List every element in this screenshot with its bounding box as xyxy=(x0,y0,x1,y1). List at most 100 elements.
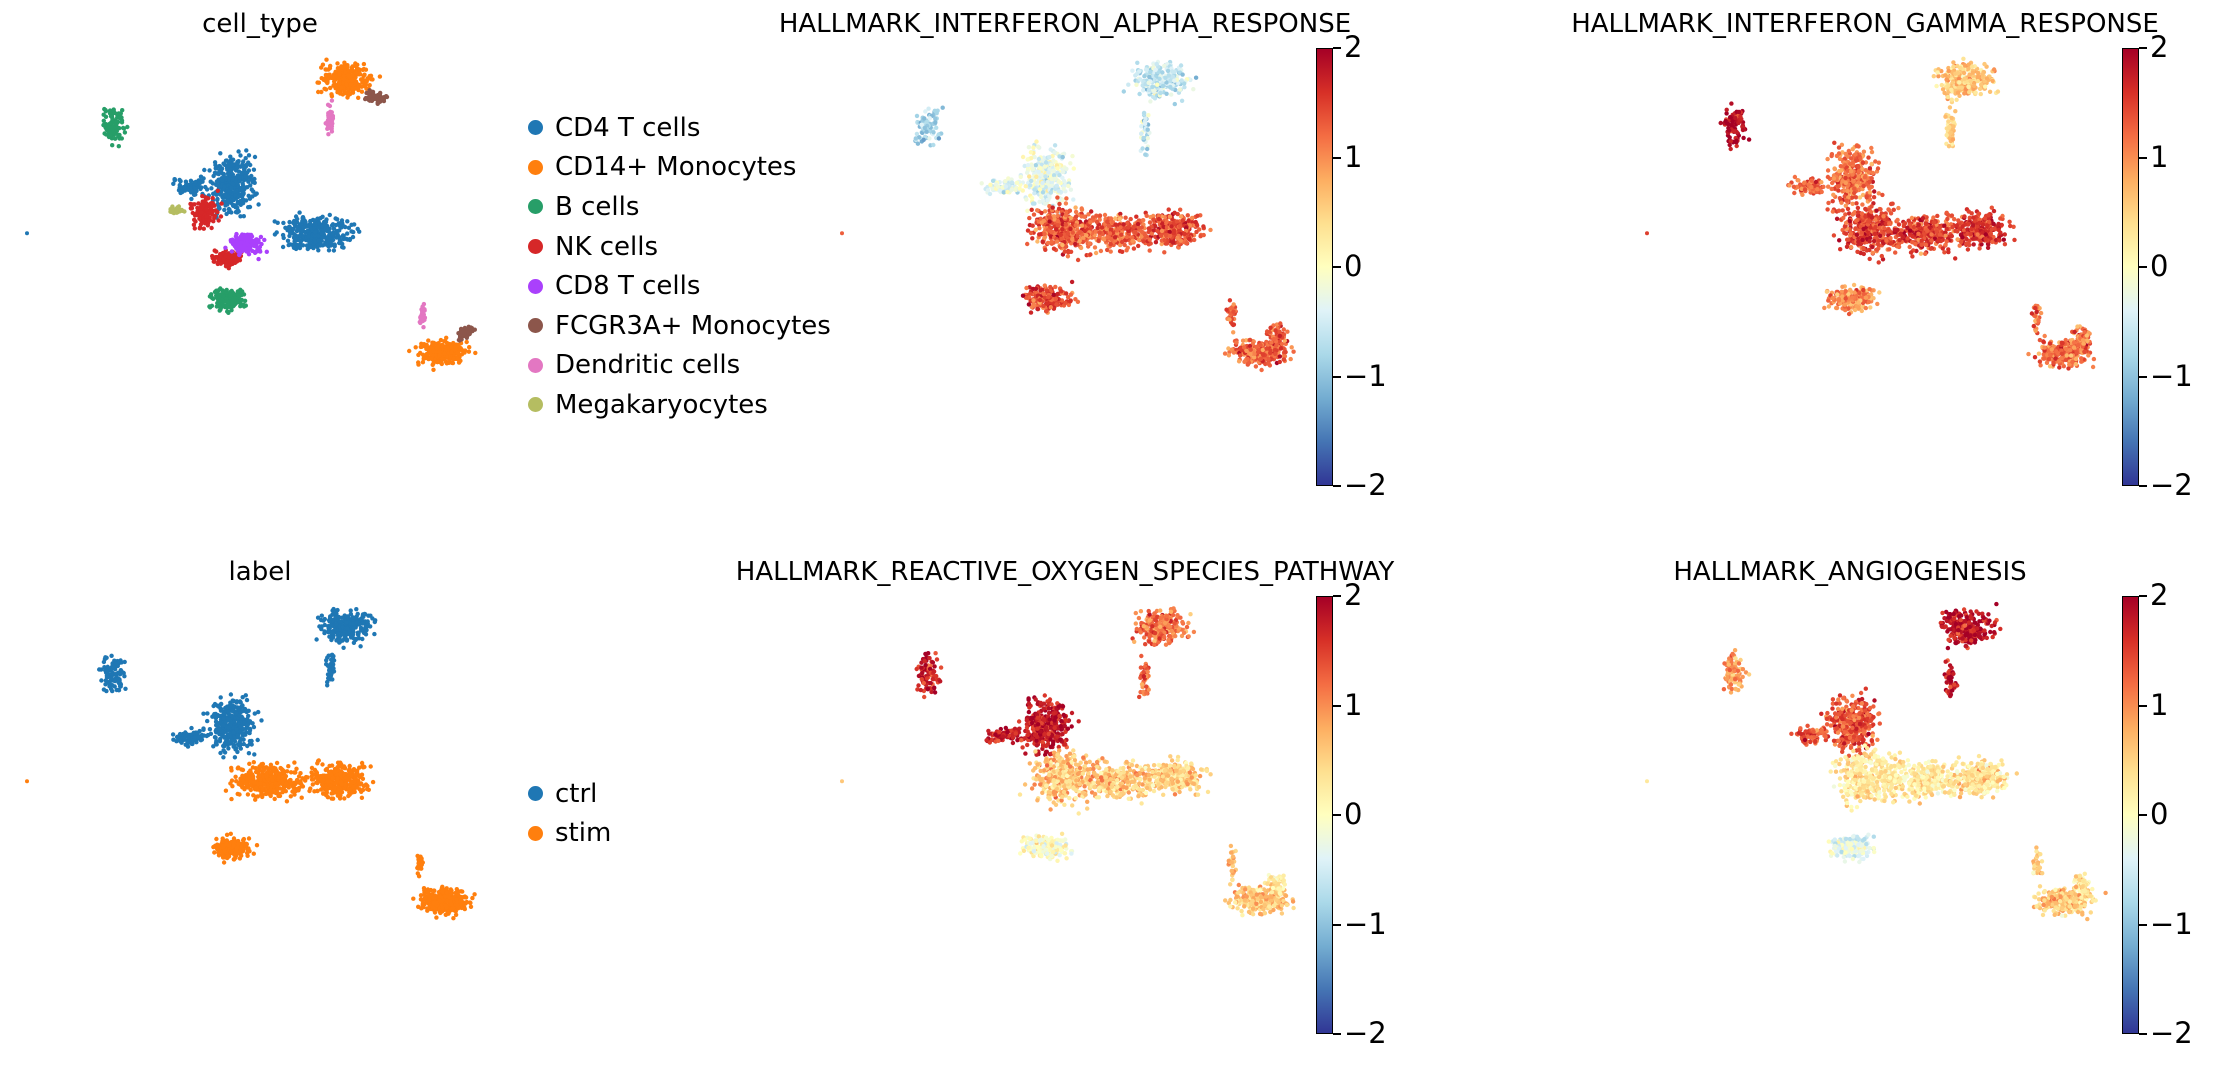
scatter-point xyxy=(421,355,427,360)
scatter-point xyxy=(328,63,333,69)
scatter-point xyxy=(312,218,318,223)
scatter-point xyxy=(1285,329,1290,334)
scatter-point xyxy=(1037,297,1043,303)
scatter-point xyxy=(1155,228,1160,234)
scatter-point xyxy=(257,244,263,250)
scatter-point xyxy=(1967,90,1972,95)
scatter-point xyxy=(1175,235,1180,241)
scatter-point xyxy=(1035,208,1040,213)
scatter-point xyxy=(1060,227,1065,232)
scatter-point xyxy=(202,221,208,226)
scatter-point xyxy=(1168,78,1173,84)
scatter-point xyxy=(1078,245,1084,251)
scatter-point xyxy=(422,308,427,313)
legend-item: B cells xyxy=(528,187,831,227)
scatter-point xyxy=(197,180,203,186)
scatter-point xyxy=(1071,166,1076,171)
scatter-point xyxy=(192,226,197,231)
scatter-point xyxy=(1028,150,1034,155)
scatter-point xyxy=(1729,122,1734,128)
scatter-point xyxy=(230,241,236,247)
scatter-point xyxy=(240,236,245,241)
scatter-point xyxy=(936,136,942,141)
scatter-point xyxy=(1124,221,1130,226)
scatter-point xyxy=(1875,166,1881,171)
scatter-point xyxy=(1741,135,1746,141)
scatter-point xyxy=(440,343,445,348)
scatter-point xyxy=(1042,231,1047,237)
scatter-point xyxy=(1948,130,1953,135)
scatter-point xyxy=(327,112,332,118)
colorbar-tick-label: −2 xyxy=(1344,468,1387,502)
scatter-point xyxy=(1231,330,1236,335)
scatter-point xyxy=(1139,229,1145,235)
scatter-point xyxy=(373,93,378,98)
scatter-point xyxy=(413,345,418,350)
scatter-point xyxy=(1064,209,1069,214)
scatter-point xyxy=(1977,86,1983,91)
scatter-point xyxy=(238,287,243,292)
scatter-point xyxy=(1178,63,1184,68)
scatter-point xyxy=(1146,226,1151,231)
scatter-point xyxy=(252,180,257,185)
scatter-point xyxy=(180,189,185,195)
scatter-point xyxy=(914,131,920,137)
scatter-point xyxy=(1831,192,1836,197)
scatter-point xyxy=(204,201,209,206)
scatter-point xyxy=(1876,191,1881,196)
scatter-point xyxy=(1870,179,1875,184)
scatter-point xyxy=(350,234,356,240)
scatter-point xyxy=(1093,250,1099,256)
scatter-point xyxy=(434,345,440,351)
scatter-point xyxy=(203,197,208,202)
scatter-point xyxy=(223,245,228,250)
scatter-point xyxy=(101,118,107,124)
scatter-point xyxy=(1987,89,1993,94)
scatter-point xyxy=(1274,348,1279,353)
scatter-point xyxy=(101,122,106,128)
scatter-point xyxy=(1733,115,1738,121)
scatter-point xyxy=(455,350,461,355)
scatter-point xyxy=(923,109,928,114)
scatter-point xyxy=(113,136,118,141)
scatter-point xyxy=(1042,295,1047,300)
scatter-point xyxy=(1068,187,1074,192)
scatter-point xyxy=(1967,72,1972,77)
scatter-point xyxy=(1131,246,1137,251)
scatter-point xyxy=(356,84,361,90)
scatter-point xyxy=(119,136,125,141)
legend-item: CD4 T cells xyxy=(528,108,831,148)
scatter-point xyxy=(1159,228,1165,234)
scatter-point xyxy=(312,230,318,235)
scatter-point xyxy=(1147,248,1152,253)
scatter-point xyxy=(1869,149,1875,155)
scatter-point xyxy=(424,346,429,351)
scatter-point xyxy=(1139,124,1144,129)
scatter-point xyxy=(1130,238,1135,244)
scatter-point xyxy=(464,339,469,345)
scatter-point xyxy=(1093,229,1099,234)
scatter-point xyxy=(924,129,929,134)
scatter-point xyxy=(1035,239,1040,244)
scatter-point xyxy=(1029,207,1034,212)
scatter-point xyxy=(1059,289,1064,294)
scatter-point xyxy=(1161,224,1166,230)
scatter-point xyxy=(1126,228,1131,234)
scatter-point xyxy=(1726,128,1732,133)
scatter-point xyxy=(922,116,927,121)
scatter-point xyxy=(1160,70,1165,75)
scatter-point xyxy=(1727,135,1732,140)
scatter-point xyxy=(222,174,227,180)
scatter-point xyxy=(223,193,228,198)
scatter-point xyxy=(1139,234,1144,239)
scatter-point xyxy=(326,248,332,253)
scatter-point xyxy=(191,222,197,227)
scatter-point xyxy=(1075,234,1080,239)
scatter-point xyxy=(231,197,236,203)
legend-label: FCGR3A+ Monocytes xyxy=(555,310,831,341)
scatter-point xyxy=(218,151,223,156)
scatter-point xyxy=(243,174,248,179)
scatter-point xyxy=(200,203,205,209)
scatter-point xyxy=(1024,285,1029,291)
scatter-point xyxy=(420,342,425,348)
